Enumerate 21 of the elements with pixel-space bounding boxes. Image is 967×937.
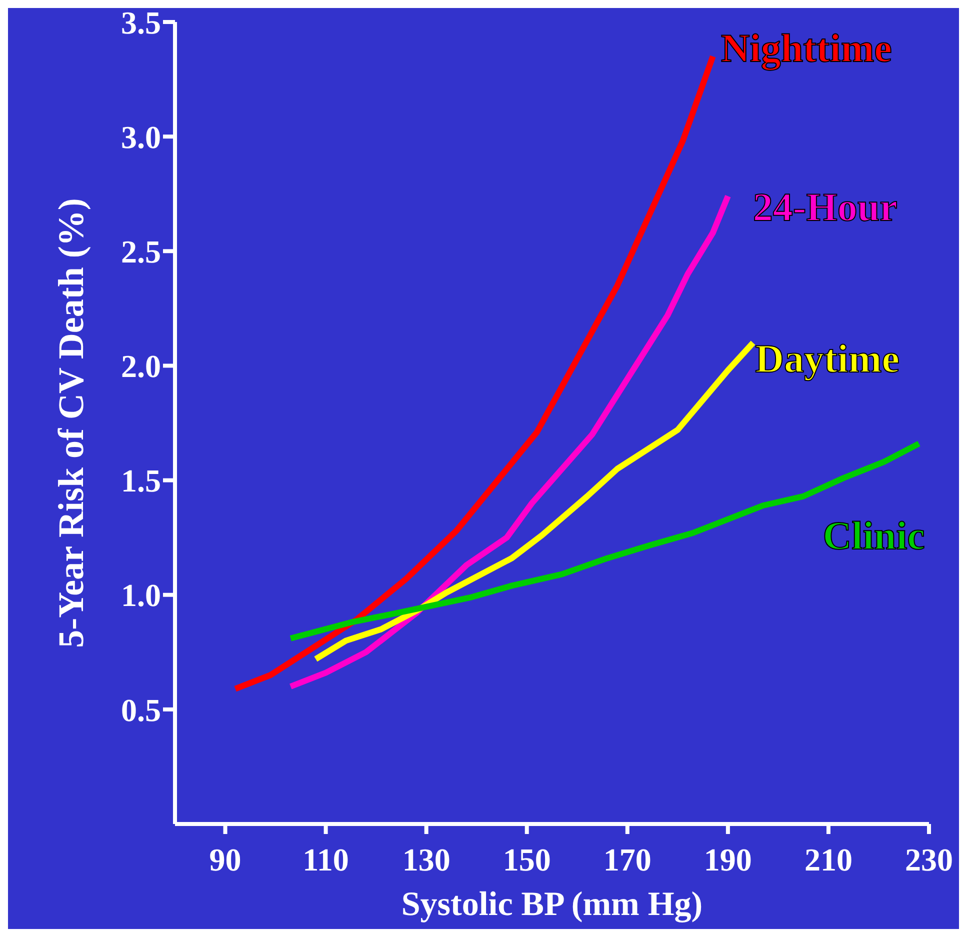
y-tick-label: 3.5 (121, 4, 161, 40)
y-tick-label: 3.0 (121, 118, 161, 155)
x-axis-title: Systolic BP (mm Hg) (401, 886, 703, 923)
series-label: Clinic (822, 512, 925, 558)
x-tick-label: 230 (905, 842, 953, 878)
y-tick-label: 2.0 (121, 348, 161, 384)
series-label: Nighttime (720, 26, 892, 71)
y-tick-label: 2.5 (121, 234, 161, 270)
series-label: 24-Hour (752, 184, 898, 230)
x-tick-label: 190 (704, 842, 752, 878)
x-tick-label: 90 (209, 842, 242, 878)
y-axis-title: 5-Year Risk of CV Death (%) (50, 198, 91, 648)
y-tick-label: 0.5 (121, 692, 161, 728)
y-tick-label: 1.5 (121, 462, 161, 499)
x-tick-label: 210 (804, 842, 852, 878)
x-tick-label: 110 (302, 842, 349, 878)
x-tick-label: 130 (402, 842, 450, 878)
x-tick-label: 150 (502, 842, 551, 878)
series-label: Daytime (755, 336, 900, 381)
x-tick-label: 170 (603, 842, 652, 878)
y-tick-label: 1.0 (121, 577, 161, 614)
